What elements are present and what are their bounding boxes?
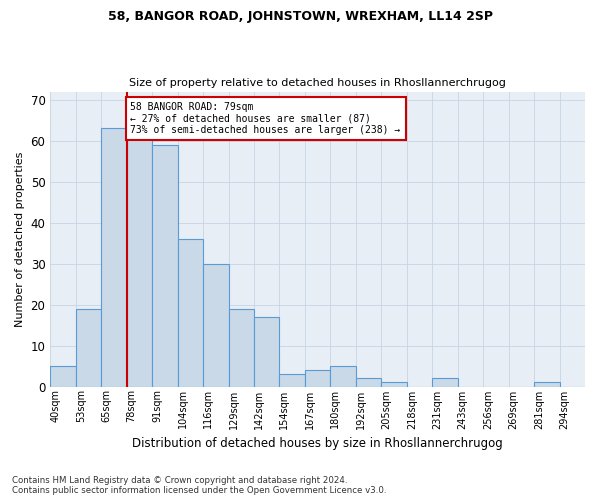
Bar — [101, 128, 127, 386]
Bar — [254, 317, 280, 386]
Title: Size of property relative to detached houses in Rhosllannerchrugog: Size of property relative to detached ho… — [129, 78, 506, 88]
Bar — [331, 366, 356, 386]
Bar — [382, 382, 407, 386]
Bar — [229, 308, 254, 386]
Bar — [280, 374, 305, 386]
X-axis label: Distribution of detached houses by size in Rhosllannerchrugog: Distribution of detached houses by size … — [132, 437, 503, 450]
Bar — [178, 239, 203, 386]
Bar — [127, 136, 152, 386]
Bar — [305, 370, 331, 386]
Text: 58, BANGOR ROAD, JOHNSTOWN, WREXHAM, LL14 2SP: 58, BANGOR ROAD, JOHNSTOWN, WREXHAM, LL1… — [107, 10, 493, 23]
Bar — [50, 366, 76, 386]
Y-axis label: Number of detached properties: Number of detached properties — [15, 152, 25, 326]
Bar — [76, 308, 101, 386]
Bar — [152, 145, 178, 386]
Bar — [203, 264, 229, 386]
Bar — [356, 378, 382, 386]
Text: 58 BANGOR ROAD: 79sqm
← 27% of detached houses are smaller (87)
73% of semi-deta: 58 BANGOR ROAD: 79sqm ← 27% of detached … — [130, 102, 401, 135]
Text: Contains HM Land Registry data © Crown copyright and database right 2024.
Contai: Contains HM Land Registry data © Crown c… — [12, 476, 386, 495]
Bar — [432, 378, 458, 386]
Bar — [534, 382, 560, 386]
